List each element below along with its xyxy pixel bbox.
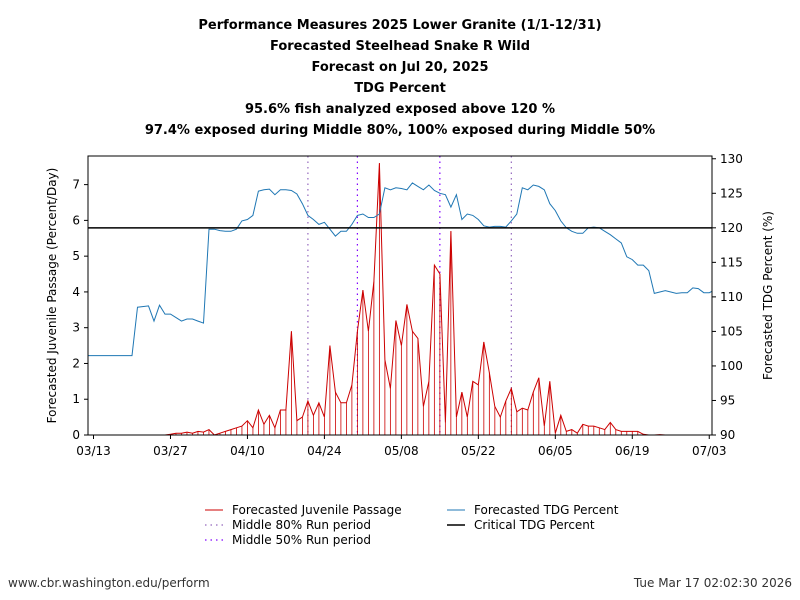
chart-title-line-4: TDG Percent — [354, 81, 446, 96]
y-right-tick-label: 110 — [720, 290, 743, 304]
x-tick-label: 06/05 — [538, 444, 573, 458]
y-right-tick-label: 95 — [720, 393, 735, 407]
y-axis-right: 90 95 100 105 110 115 120 125 130 — [712, 152, 743, 442]
legend-label-critical-tdg: Critical TDG Percent — [474, 518, 595, 532]
y-right-tick-label: 105 — [720, 324, 743, 338]
x-tick-label: 04/10 — [230, 444, 265, 458]
footer-source-url[interactable]: www.cbr.washington.edu/perform — [8, 576, 210, 590]
y-axis-left: 0 1 2 3 4 5 6 7 — [72, 178, 88, 442]
x-tick-label: 03/13 — [76, 444, 111, 458]
series-line-juvenile-passage — [154, 163, 710, 435]
chart-title-line-3: Forecast on Jul 20, 2025 — [312, 60, 489, 75]
y-axis-left-label: Forecasted Juvenile Passage (Percent/Day… — [45, 168, 59, 424]
legend-label-middle-50: Middle 50% Run period — [232, 533, 371, 547]
legend-label-middle-80: Middle 80% Run period — [232, 518, 371, 532]
y-right-tick-label: 120 — [720, 221, 743, 235]
y-axis-right-label: Forecasted TDG Percent (%) — [761, 211, 775, 380]
x-tick-label: 07/03 — [692, 444, 727, 458]
y-right-tick-label: 115 — [720, 255, 743, 269]
x-axis: 03/13 03/27 04/10 04/24 05/08 05/22 06/05 06/19… — [76, 435, 727, 458]
y-left-tick-label: 0 — [72, 428, 80, 442]
y-left-tick-label: 7 — [72, 178, 80, 192]
legend-label-tdg-percent: Forecasted TDG Percent — [474, 503, 619, 517]
y-left-tick-label: 1 — [72, 392, 80, 406]
y-left-tick-label: 4 — [72, 285, 80, 299]
x-tick-label: 05/08 — [384, 444, 419, 458]
x-tick-label: 05/22 — [461, 444, 496, 458]
x-tick-label: 06/19 — [615, 444, 650, 458]
plot-frame — [87, 155, 713, 436]
y-left-tick-label: 5 — [72, 249, 80, 263]
y-left-tick-label: 6 — [72, 213, 80, 227]
footer-timestamp: Tue Mar 17 02:02:30 2026 — [633, 576, 792, 590]
y-right-tick-label: 100 — [720, 359, 743, 373]
chart-title-block: Performance Measures 2025 Lower Granite … — [145, 18, 655, 138]
y-left-tick-label: 2 — [72, 356, 80, 370]
y-right-tick-label: 125 — [720, 186, 743, 200]
x-tick-label: 04/24 — [307, 444, 342, 458]
legend-label-juvenile-passage: Forecasted Juvenile Passage — [232, 503, 402, 517]
chart-title-line-6: 97.4% exposed during Middle 80%, 100% ex… — [145, 123, 655, 138]
y-right-tick-label: 90 — [720, 428, 735, 442]
series-line-tdg-percent — [88, 182, 712, 357]
plot-area — [88, 156, 712, 435]
chart-title-line-2: Forecasted Steelhead Snake R Wild — [270, 39, 530, 54]
chart-legend: Forecasted Juvenile Passage Forecasted T… — [205, 503, 619, 547]
y-left-tick-label: 3 — [72, 321, 80, 335]
chart-title-line-5: 95.6% fish analyzed exposed above 120 % — [245, 102, 555, 117]
y-right-tick-label: 130 — [720, 152, 743, 166]
x-tick-label: 03/27 — [153, 444, 188, 458]
chart-title-line-1: Performance Measures 2025 Lower Granite … — [198, 18, 601, 33]
